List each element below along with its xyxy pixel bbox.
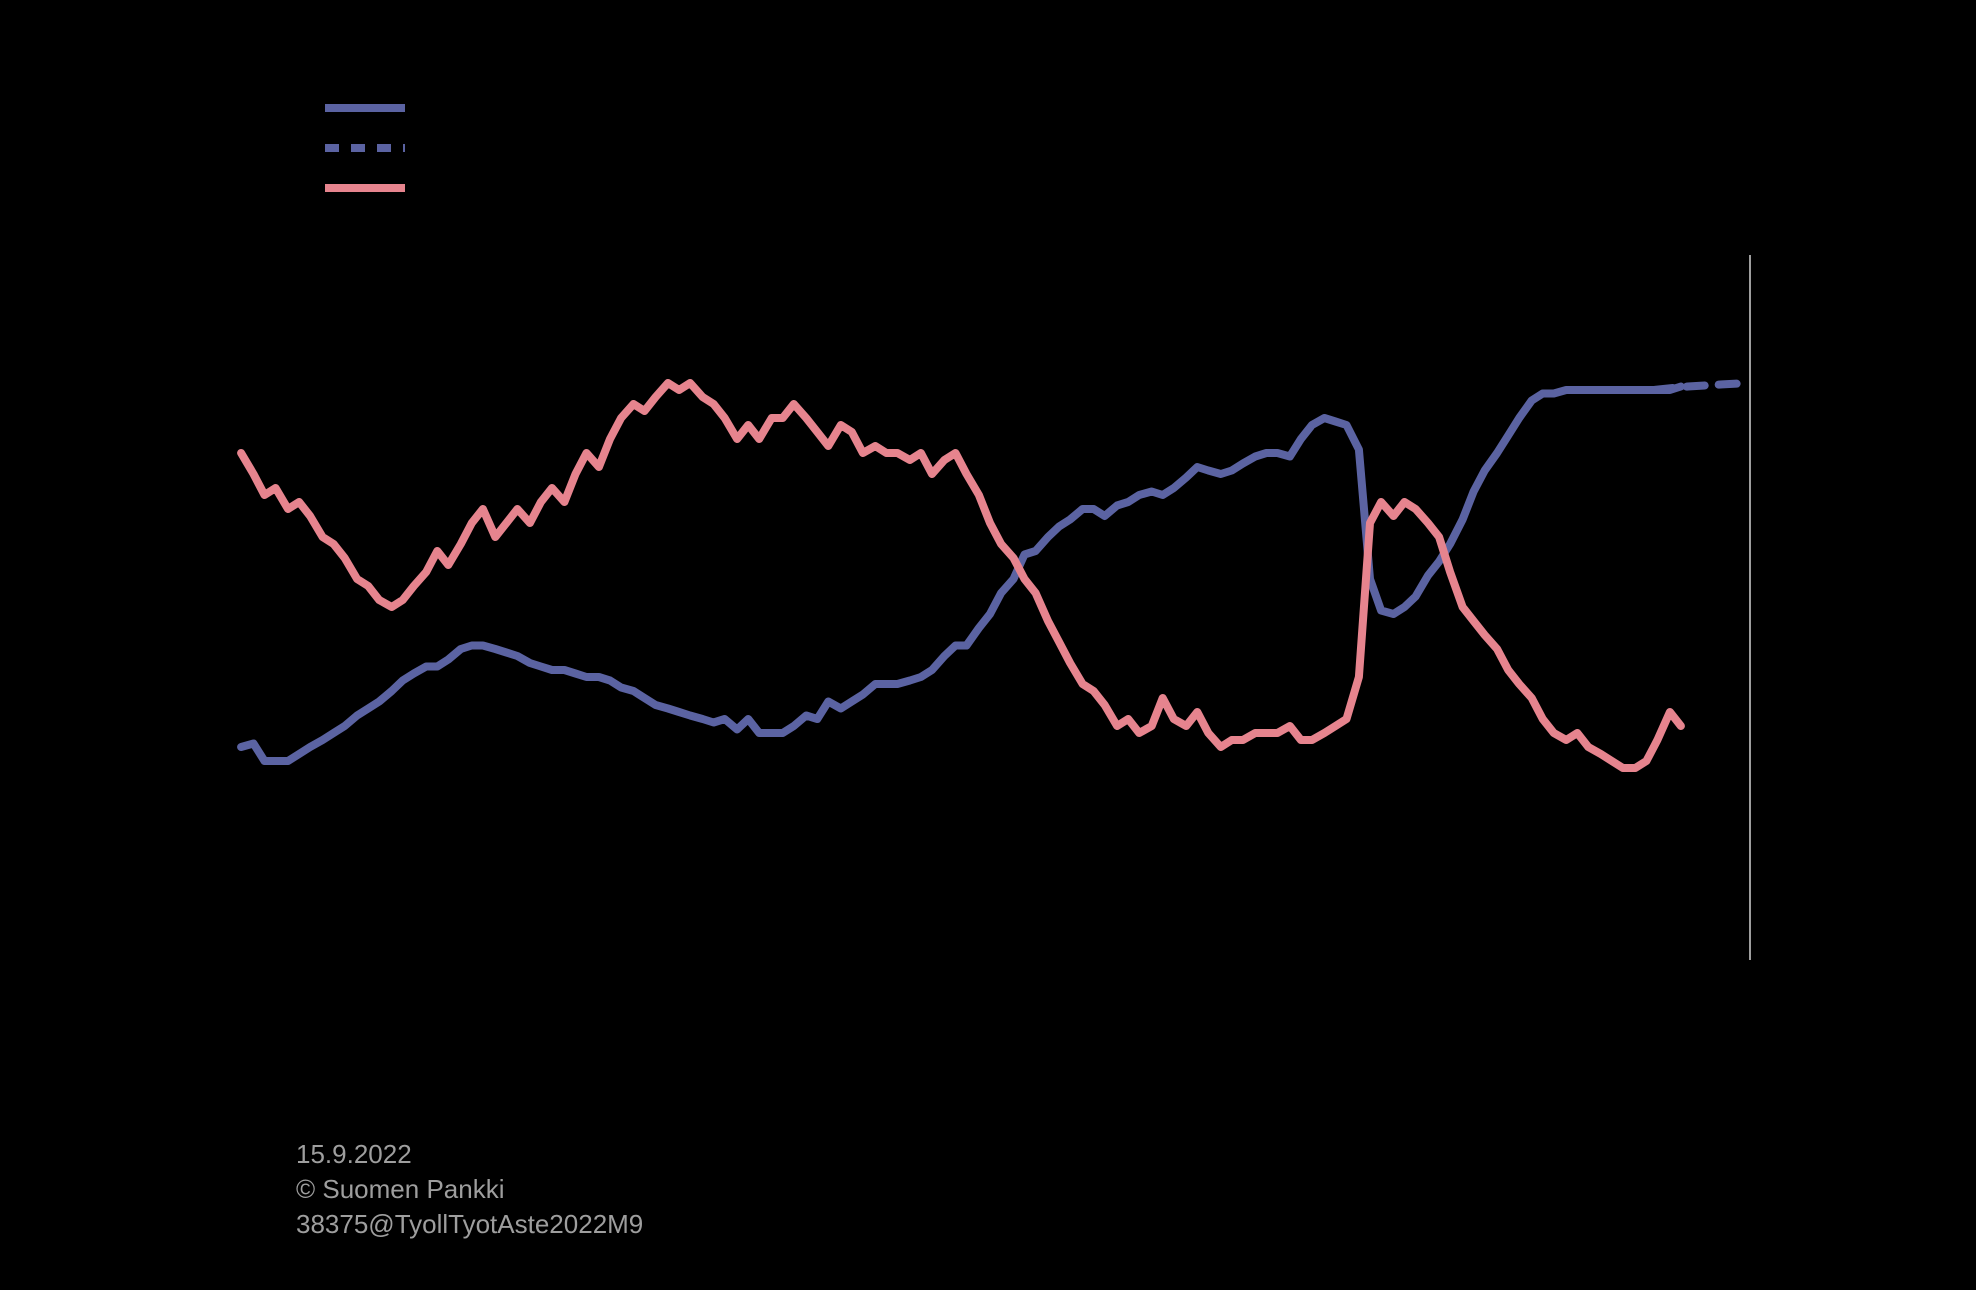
legend: [325, 88, 423, 208]
footer-copyright: © Suomen Pankki: [296, 1172, 643, 1207]
legend-swatch-icon: [325, 104, 405, 112]
chart-container: [0, 0, 1976, 1290]
footer-date: 15.9.2022: [296, 1137, 643, 1172]
series-unemployment-rate: [241, 383, 1681, 768]
legend-swatch-icon: [325, 144, 405, 152]
chart-footer: 15.9.2022 © Suomen Pankki 38375@TyollTyo…: [296, 1137, 643, 1242]
chart-page: 15.9.2022 © Suomen Pankki 38375@TyollTyo…: [0, 0, 1976, 1290]
legend-item-employment: [325, 88, 423, 128]
legend-item-unemployment: [325, 168, 423, 208]
footer-code: 38375@TyollTyotAste2022M9: [296, 1207, 643, 1242]
series-employment-rate-forecast: [1623, 383, 1750, 390]
series-employment-rate: [241, 387, 1681, 762]
legend-item-employment-forecast: [325, 128, 423, 168]
line-chart: [0, 0, 1976, 1290]
legend-swatch-icon: [325, 184, 405, 192]
